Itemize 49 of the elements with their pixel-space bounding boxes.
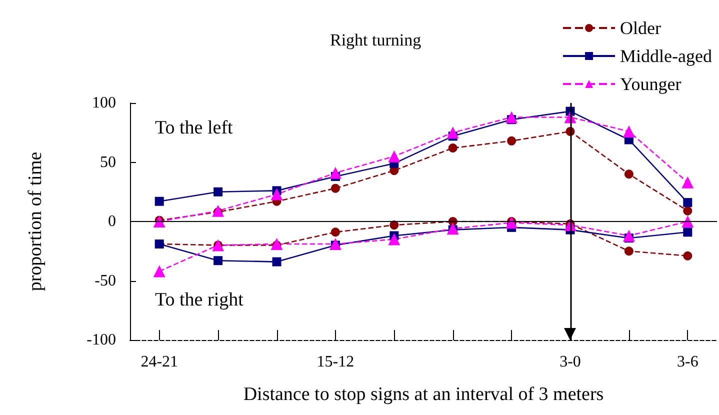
point <box>448 144 458 153</box>
point <box>506 111 518 124</box>
legend-label: Younger <box>620 74 682 94</box>
y-axis-title: proportion of time <box>25 152 46 292</box>
point <box>446 222 459 235</box>
point <box>682 216 694 228</box>
point <box>507 136 516 146</box>
point <box>683 206 692 216</box>
point <box>154 196 164 206</box>
point <box>624 170 634 179</box>
x-tick-label: 24-21 <box>140 354 178 370</box>
point <box>212 204 224 217</box>
x-tick-label: 3-0 <box>560 354 581 370</box>
point <box>682 176 694 188</box>
legend-label: Older <box>620 18 662 38</box>
y-tick-label: 100 <box>92 94 116 112</box>
point <box>506 216 518 229</box>
x-tick-label: 15-12 <box>316 354 354 370</box>
point <box>329 238 342 250</box>
annotation: To the left <box>155 118 234 138</box>
point <box>683 251 692 260</box>
point <box>683 198 692 208</box>
point <box>330 228 340 237</box>
x-axis-title: Distance to stop signs at an interval of 3 meters <box>243 384 604 405</box>
point <box>270 188 283 200</box>
point <box>153 265 166 278</box>
point <box>214 187 223 196</box>
y-tick-label: -50 <box>94 272 116 290</box>
x-tick-label: 3-6 <box>676 354 698 370</box>
point <box>622 230 635 242</box>
point <box>214 256 223 266</box>
point <box>330 184 340 193</box>
point <box>153 216 166 228</box>
point <box>329 166 342 179</box>
point <box>390 220 399 230</box>
y-tick-label: 50 <box>100 154 116 171</box>
point <box>622 125 635 138</box>
annotation: To the right <box>155 290 244 310</box>
point <box>683 228 692 237</box>
point <box>270 238 283 250</box>
point <box>624 246 634 256</box>
point <box>388 233 400 246</box>
y-tick-label: -100 <box>86 332 116 348</box>
point <box>272 257 282 266</box>
point <box>446 126 459 139</box>
point <box>388 150 400 162</box>
text: Right turning <box>330 30 422 50</box>
y-tick-label: 0 <box>108 213 116 230</box>
legend-label: Middle-aged <box>620 46 712 66</box>
